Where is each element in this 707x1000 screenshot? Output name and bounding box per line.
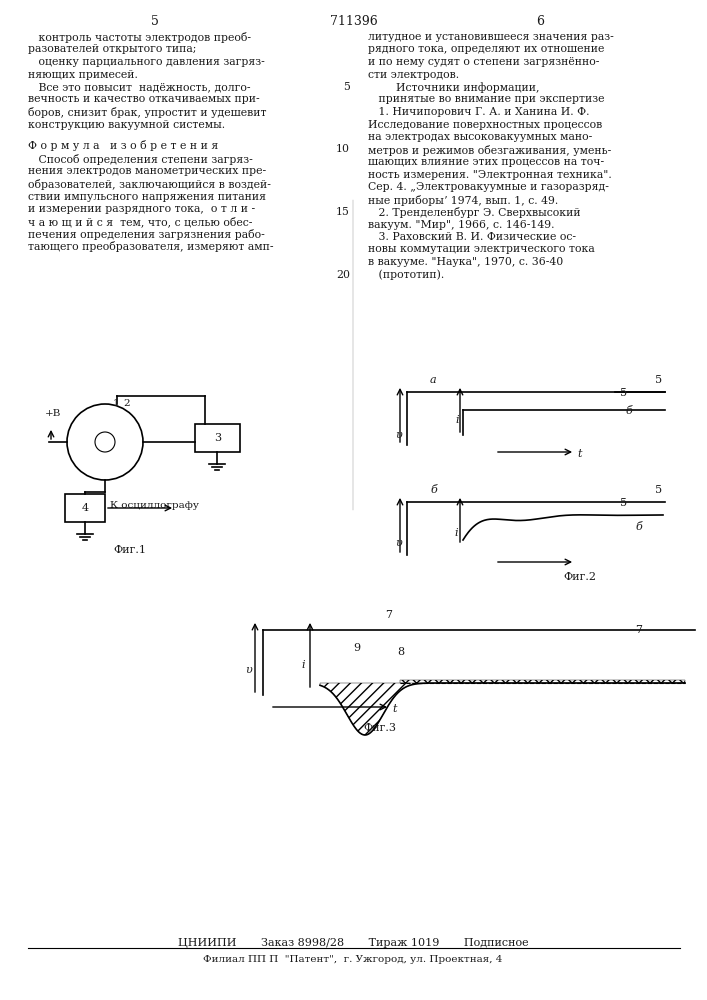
Bar: [195, 424, 240, 452]
Text: Филиал ПП П  "Патент",  г. Ужгород, ул. Проектная, 4: Филиал ПП П "Патент", г. Ужгород, ул. Пр…: [204, 955, 503, 964]
Text: 7: 7: [635, 625, 642, 635]
Text: а: а: [430, 375, 437, 385]
Text: Сер. 4. „Электровакуумные и газоразряд-: Сер. 4. „Электровакуумные и газоразряд-: [368, 182, 609, 192]
Text: 7: 7: [385, 610, 392, 620]
Text: Способ определения степени загряз-: Способ определения степени загряз-: [28, 154, 252, 165]
Text: и измерении разрядного тока,  о т л и -: и измерении разрядного тока, о т л и -: [28, 204, 255, 214]
Text: t: t: [392, 704, 397, 714]
Text: на электродах высоковакуумных мано-: на электродах высоковакуумных мано-: [368, 132, 592, 142]
Text: 20: 20: [336, 269, 350, 279]
Bar: [65, 494, 105, 522]
Text: метров и режимов обезгаживания, умень-: метров и режимов обезгаживания, умень-: [368, 144, 612, 155]
Text: б: б: [430, 485, 437, 495]
Text: υ: υ: [395, 538, 402, 548]
Text: 711396: 711396: [329, 15, 378, 28]
Text: Исследование поверхностных процессов: Исследование поверхностных процессов: [368, 119, 602, 129]
Text: 5: 5: [655, 375, 662, 385]
Text: Все это повысит  надёжность, долго-: Все это повысит надёжность, долго-: [28, 82, 250, 92]
Text: Фиг.1: Фиг.1: [114, 545, 146, 555]
Text: контроль частоты электродов преоб-: контроль частоты электродов преоб-: [28, 32, 251, 43]
Text: ные приборыʼ 1974, вып. 1, с. 49.: ные приборыʼ 1974, вып. 1, с. 49.: [368, 194, 559, 206]
Text: рядного тока, определяют их отношение: рядного тока, определяют их отношение: [368, 44, 604, 54]
Text: Источники информации,: Источники информации,: [368, 82, 539, 93]
Text: вакуум. "Мир", 1966, с. 146-149.: вакуум. "Мир", 1966, с. 146-149.: [368, 220, 554, 230]
Text: новы коммутации электрического тока: новы коммутации электрического тока: [368, 244, 595, 254]
Text: в вакууме. "Наука", 1970, с. 36-40: в вакууме. "Наука", 1970, с. 36-40: [368, 257, 563, 267]
Text: 3: 3: [214, 433, 221, 443]
Text: тающего преобразователя, измеряют амп-: тающего преобразователя, измеряют амп-: [28, 241, 274, 252]
Text: 2: 2: [123, 399, 129, 408]
Text: боров, снизит брак, упростит и удешевит: боров, снизит брак, упростит и удешевит: [28, 107, 267, 118]
Text: 5: 5: [620, 498, 627, 508]
Text: разователей открытого типа;: разователей открытого типа;: [28, 44, 197, 54]
Text: 5: 5: [343, 82, 350, 92]
Text: υ: υ: [395, 430, 402, 440]
Text: и по нему судят о степени загрязнённо-: и по нему судят о степени загрязнённо-: [368, 57, 600, 67]
Text: 10: 10: [336, 144, 350, 154]
Text: Ф о р м у л а   и з о б р е т е н и я: Ф о р м у л а и з о б р е т е н и я: [28, 140, 218, 151]
Text: t: t: [577, 449, 581, 459]
Text: вечность и качество откачиваемых при-: вечность и качество откачиваемых при-: [28, 95, 259, 104]
Text: Фиг.3: Фиг.3: [363, 723, 397, 733]
Text: i: i: [454, 528, 457, 538]
Text: принятые во внимание при экспертизе: принятые во внимание при экспертизе: [368, 95, 604, 104]
Text: шающих влияние этих процессов на точ-: шающих влияние этих процессов на точ-: [368, 157, 604, 167]
Text: 4: 4: [81, 503, 88, 513]
Text: 5: 5: [620, 388, 627, 398]
Text: Фиг.2: Фиг.2: [563, 572, 597, 582]
Text: ность измерения. "Электронная техника".: ность измерения. "Электронная техника".: [368, 169, 612, 180]
Text: 1. Ничипорович Г. А. и Ханина И. Ф.: 1. Ничипорович Г. А. и Ханина И. Ф.: [368, 107, 590, 117]
Text: 2. Тренделенбург Э. Сверхвысокий: 2. Тренделенбург Э. Сверхвысокий: [368, 207, 580, 218]
Text: 5: 5: [655, 485, 662, 495]
Text: оценку парциального давления загряз-: оценку парциального давления загряз-: [28, 57, 264, 67]
Text: образователей, заключающийся в воздей-: образователей, заключающийся в воздей-: [28, 179, 271, 190]
Text: i: i: [301, 660, 305, 670]
Text: б: б: [635, 522, 642, 532]
Text: +B: +B: [45, 409, 62, 418]
Text: К осциллографу: К осциллографу: [110, 502, 199, 510]
Text: сти электродов.: сти электродов.: [368, 70, 459, 80]
Text: конструкцию вакуумной системы.: конструкцию вакуумной системы.: [28, 119, 225, 129]
Text: ЦНИИПИ       Заказ 8998/28       Тираж 1019       Подписное: ЦНИИПИ Заказ 8998/28 Тираж 1019 Подписно…: [177, 938, 528, 948]
Text: печения определения загрязнения рабо-: печения определения загрязнения рабо-: [28, 229, 264, 240]
Text: υ: υ: [245, 665, 252, 675]
Text: ч а ю щ и й с я  тем, что, с целью обес-: ч а ю щ и й с я тем, что, с целью обес-: [28, 217, 252, 227]
Text: i: i: [455, 415, 459, 425]
Text: 6: 6: [536, 15, 544, 28]
Text: б: б: [625, 406, 632, 416]
Text: 5: 5: [151, 15, 159, 28]
Text: 15: 15: [336, 207, 350, 217]
Text: 3. Раховский В. И. Физические ос-: 3. Раховский В. И. Физические ос-: [368, 232, 576, 242]
Text: 8: 8: [397, 647, 404, 657]
Text: 9: 9: [353, 643, 360, 653]
Text: нения электродов манометрических пре-: нения электродов манометрических пре-: [28, 166, 266, 176]
Text: 1: 1: [113, 399, 119, 408]
Text: литудное и установившееся значения раз-: литудное и установившееся значения раз-: [368, 32, 614, 42]
Text: ствии импульсного напряжения питания: ствии импульсного напряжения питания: [28, 192, 266, 202]
Text: (прототип).: (прототип).: [368, 269, 444, 280]
Text: няющих примесей.: няющих примесей.: [28, 70, 138, 80]
